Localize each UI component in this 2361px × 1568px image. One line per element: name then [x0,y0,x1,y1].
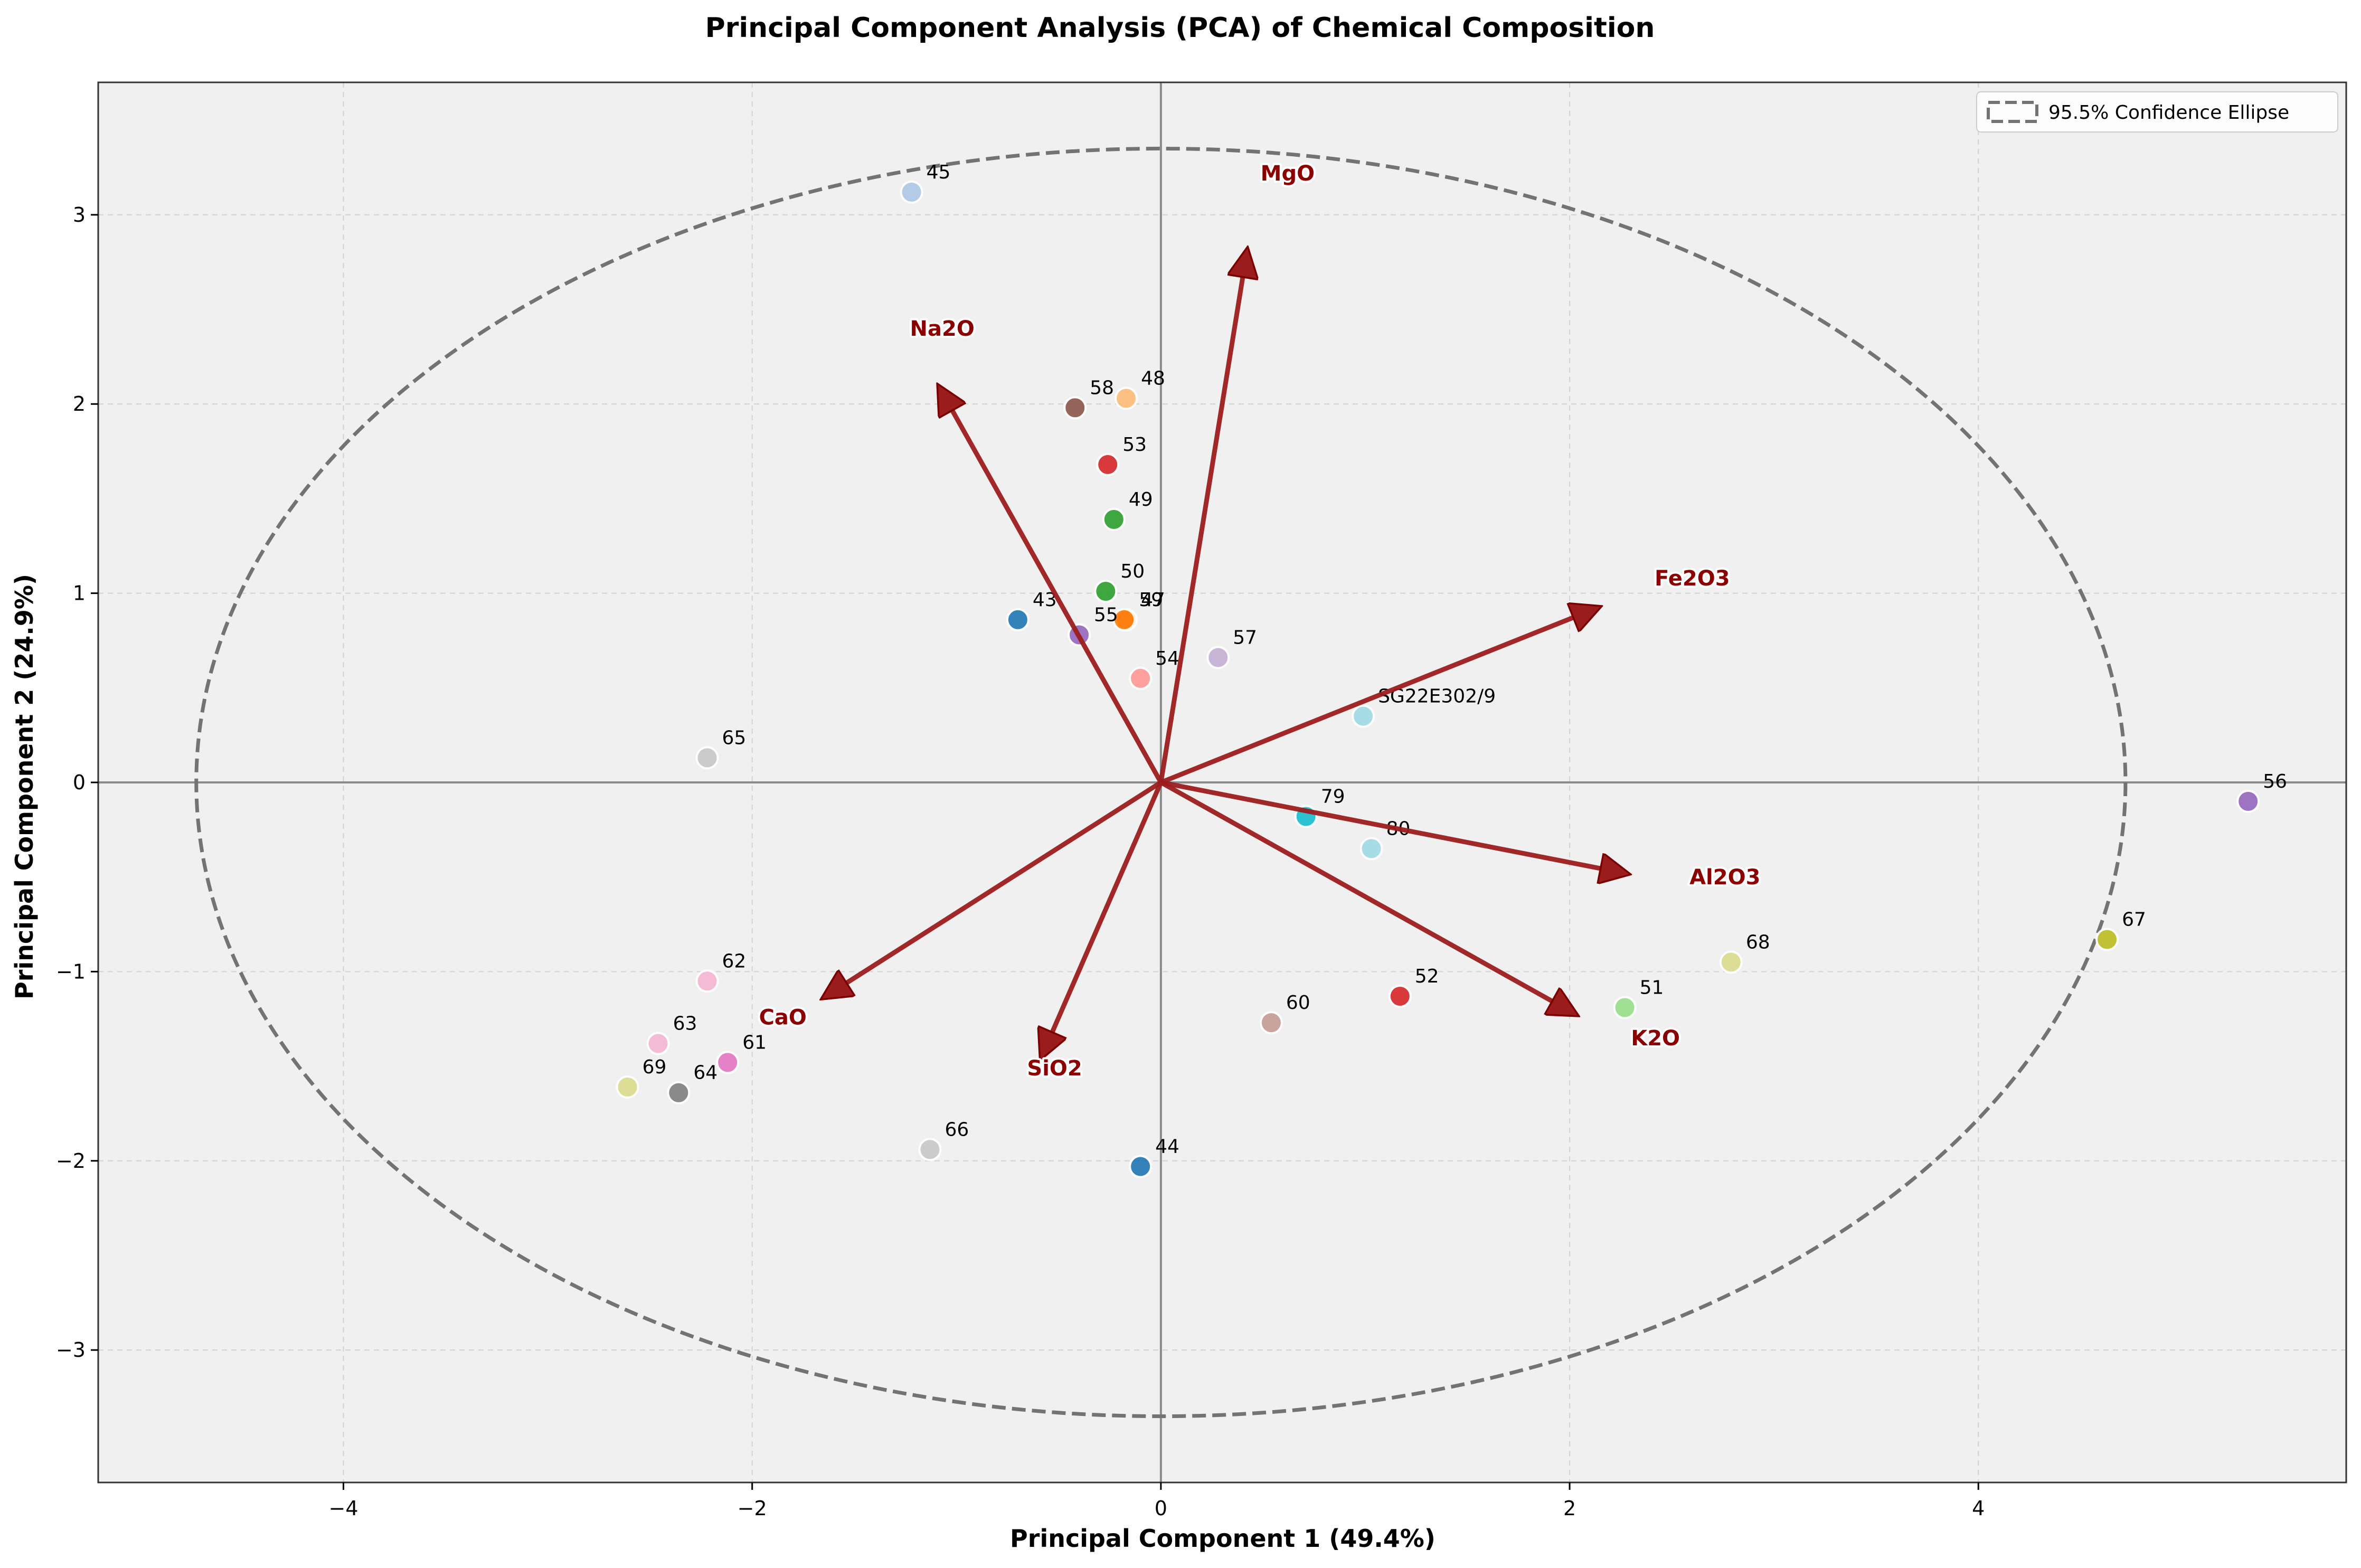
point-label: 65 [722,727,747,749]
data-point [1096,452,1120,476]
x-axis-label: Principal Component 1 (49.4%) [1010,1524,1436,1553]
loading-label: MgO [1261,162,1315,186]
data-point [1129,666,1153,690]
data-point [900,180,923,204]
data-point [616,1075,639,1099]
x-tick-label: 4 [1972,1497,1985,1520]
point-label: 79 [1321,786,1345,808]
x-tick-label: −4 [328,1497,358,1520]
data-point [1613,996,1637,1019]
point-label: 49 [1129,489,1153,511]
data-point [716,1051,740,1074]
loading-arrow [1160,608,1597,785]
point-label: 53 [1122,434,1147,456]
point-label: 44 [1155,1136,1179,1158]
point-label: 62 [722,950,747,972]
point-label: 67 [2122,909,2146,930]
data-point [646,1032,670,1055]
legend-label: 95.5% Confidence Ellipse [2048,102,2289,124]
data-point [1112,608,1136,631]
data-point [1388,984,1412,1008]
loading-label: Al2O3 [1689,865,1760,890]
point-label: 57 [1233,627,1257,648]
y-tick-label: 3 [73,203,86,226]
loading-arrow [1042,781,1163,1055]
legend-ellipse-swatch [1987,101,2038,123]
data-point [1206,646,1230,669]
data-point [1006,608,1030,631]
point-label: 54 [1155,648,1179,669]
x-tick-label: 2 [1563,1497,1576,1520]
loading-arrow [1158,253,1247,783]
point-label: 68 [1746,931,1770,953]
y-tick-label: −2 [56,1149,86,1173]
data-point [1259,1011,1283,1035]
data-point [1359,837,1383,861]
data-point [2095,928,2119,951]
y-axis-label: Principal Component 2 (24.9%) [10,574,39,999]
data-point [695,969,719,993]
point-label: 61 [742,1032,767,1053]
data-point [1115,386,1138,410]
plot-area: 4344454748495051525354555657585960616263… [56,81,2347,1520]
point-label: 58 [1090,377,1114,399]
point-label: 59 [1139,589,1163,611]
y-tick-label: 0 [73,771,86,794]
loading-label: Na2O [910,317,975,341]
x-tick-label: 0 [1155,1497,1167,1520]
data-point [1719,950,1743,974]
data-point [1352,704,1375,728]
confidence-ellipse [194,146,2128,1419]
y-tick-label: −3 [56,1338,86,1362]
point-label: 66 [945,1119,969,1140]
data-point [1063,396,1087,420]
data-point [695,746,719,770]
legend-box [1976,91,2338,133]
data-point [918,1138,942,1161]
point-label: 47 [1141,589,1165,611]
y-tick-label: −1 [56,960,86,983]
point-label: 64 [693,1062,717,1084]
loading-arrow [826,780,1163,996]
loading-label: Fe2O3 [1655,566,1730,591]
point-label: 60 [1286,992,1310,1014]
data-point [667,1081,691,1104]
point-label: 52 [1415,966,1439,987]
loading-label: K2O [1631,1026,1680,1051]
data-point [1102,507,1126,531]
y-tick-label: 2 [73,392,86,415]
loading-label: CaO [759,1005,807,1029]
data-point [2236,789,2260,813]
chart-title: Principal Component Analysis (PCA) of Ch… [705,12,1655,44]
point-label: 45 [927,162,951,183]
loading-arrow [940,389,1163,784]
legend: 95.5% Confidence Ellipse [1976,91,2338,133]
point-label: 48 [1141,367,1165,389]
point-label: 55 [1094,604,1118,626]
data-point [1129,1155,1153,1178]
data-point [1094,580,1118,603]
loading-arrow [1159,780,1574,1013]
y-tick-label: 1 [73,582,86,605]
point-label: 56 [2263,771,2287,792]
x-tick-label: −2 [738,1497,767,1520]
point-label: 69 [643,1056,667,1078]
loading-arrow [1160,780,1625,873]
loading-label: SiO2 [1027,1056,1082,1081]
plot-content: 4344454748495051525354555657585960616263… [194,146,2287,1419]
point-label: 51 [1640,977,1664,998]
point-label: 50 [1120,561,1145,582]
point-label: 63 [673,1013,697,1035]
